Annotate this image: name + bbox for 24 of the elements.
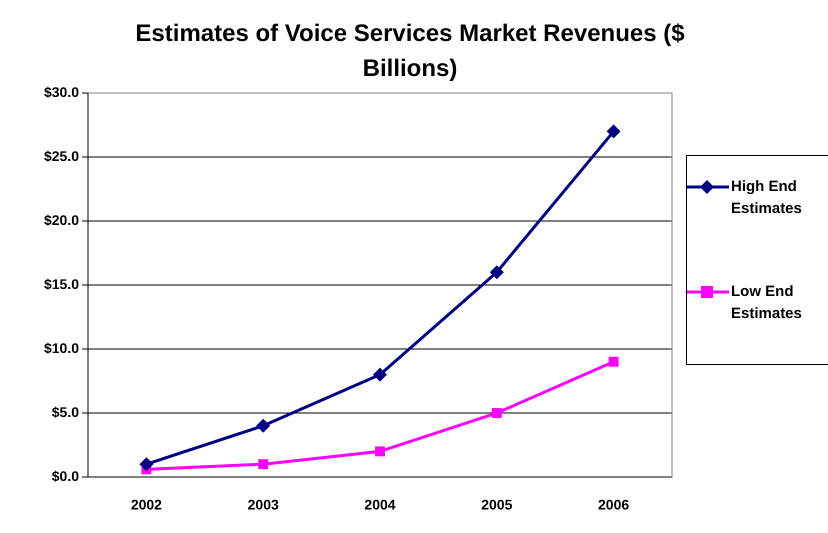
point	[258, 459, 268, 470]
point	[492, 408, 502, 418]
chart-title: Estimates of Voice Services Market Revenues ($ Billions)	[134, 19, 686, 84]
legend-label: High End Estimates	[731, 177, 803, 219]
point	[373, 368, 387, 382]
y-tick-label: $20.0	[44, 212, 80, 228]
x-tick-label: 2002	[130, 496, 162, 512]
point	[139, 457, 154, 472]
x-tick-label: 2005	[481, 496, 513, 512]
point	[375, 446, 385, 456]
point	[606, 124, 621, 138]
legend-label: Low End Estimates	[731, 282, 803, 324]
x-tick-label: 2003	[248, 496, 279, 512]
point	[490, 265, 504, 280]
y-tick-label: $15.0	[44, 276, 80, 292]
point	[608, 356, 619, 367]
y-tick-label: $25.0	[44, 148, 80, 164]
y-tick-label: $30.0	[44, 84, 80, 100]
y-tick-label: $5.0	[52, 404, 80, 420]
y-tick-label: $0.0	[52, 468, 80, 484]
x-tick-label: 2004	[364, 496, 396, 512]
y-tick-label: $10.0	[44, 340, 80, 356]
point	[256, 418, 270, 433]
x-tick-label: 2006	[598, 496, 630, 512]
